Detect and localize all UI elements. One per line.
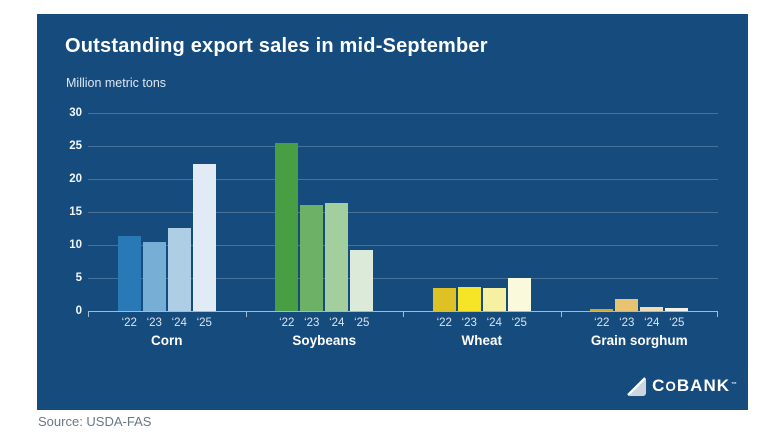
year-label: ‘23 [461, 317, 477, 329]
x-axis-tick [88, 312, 89, 317]
chart-title: Outstanding export sales in mid-Septembe… [65, 35, 488, 57]
y-tick-label: 5 [75, 272, 82, 284]
x-group-labels: ‘22 ‘23 ‘24 ‘25 Wheat [403, 317, 561, 348]
bar-grain-sorghum-25 [665, 308, 689, 311]
year-label: ‘23 [619, 317, 635, 329]
bar-group-grain-sorghum [561, 113, 719, 311]
gridline [88, 278, 718, 279]
x-group-labels: ‘22 ‘23 ‘24 ‘25 Soybeans [246, 317, 404, 348]
year-label: ‘22 [594, 317, 610, 329]
bar-grain-sorghum-22 [590, 309, 614, 311]
year-label: ‘24 [644, 317, 660, 329]
bars [590, 299, 689, 311]
cobank-logo-icon [626, 376, 647, 397]
y-axis: 0 5 10 15 20 25 30 [37, 107, 82, 317]
gridline [88, 212, 718, 213]
x-axis-labels: ‘22 ‘23 ‘24 ‘25 Corn ‘22 ‘23 ‘24 ‘25 Soybeans ‘22 ‘… [88, 317, 718, 348]
y-tick-label: 10 [69, 239, 82, 251]
year-label: ‘22 [436, 317, 452, 329]
gridline [88, 179, 718, 180]
y-tick-label: 15 [69, 206, 82, 218]
group-name-label: Soybeans [292, 333, 357, 348]
group-name-label: Corn [151, 333, 183, 348]
group-name-label: Wheat [461, 333, 503, 348]
bar-group-soybeans [246, 113, 404, 311]
bar-grain-sorghum-24 [640, 307, 664, 311]
bar-soybeans-22 [275, 143, 299, 311]
y-tick-label: 25 [69, 140, 82, 152]
x-axis-tick [403, 312, 404, 317]
bar-corn-22 [117, 236, 141, 311]
x-axis-tick [561, 312, 562, 317]
bar-group-corn [88, 113, 246, 311]
year-labels: ‘22 ‘23 ‘24 ‘25 [433, 317, 531, 329]
bar-wheat-22 [432, 288, 456, 311]
year-label: ‘25 [354, 317, 370, 329]
cobank-wordmark: C O BANK ™ [652, 376, 738, 395]
bar-soybeans-25 [350, 250, 374, 311]
gridline [88, 113, 718, 114]
year-label: ‘25 [511, 317, 527, 329]
bar-grain-sorghum-23 [615, 299, 639, 311]
y-axis-unit-label: Million metric tons [66, 76, 167, 90]
bar-corn-25 [192, 164, 216, 311]
gridline [88, 245, 718, 246]
year-label: ‘25 [669, 317, 685, 329]
bar-corn-24 [167, 228, 191, 311]
y-tick-label: 30 [69, 107, 82, 119]
y-tick-label: 20 [69, 173, 82, 185]
bar-wheat-25 [507, 278, 531, 311]
bar-wheat-24 [482, 288, 506, 311]
bar-soybeans-23 [300, 205, 324, 311]
x-axis-tick [717, 312, 718, 317]
year-label: ‘23 [304, 317, 320, 329]
year-label: ‘22 [121, 317, 137, 329]
year-label: ‘24 [486, 317, 502, 329]
trademark-symbol: ™ [731, 382, 738, 388]
year-label: ‘24 [171, 317, 187, 329]
year-labels: ‘22 ‘23 ‘24 ‘25 [275, 317, 373, 329]
cobank-logo: C O BANK ™ [626, 375, 738, 397]
y-tick-label: 0 [75, 305, 82, 317]
bars [275, 143, 374, 311]
bars [117, 164, 216, 311]
year-labels: ‘22 ‘23 ‘24 ‘25 [590, 317, 688, 329]
gridline [88, 146, 718, 147]
year-label: ‘25 [196, 317, 212, 329]
group-name-label: Grain sorghum [590, 333, 688, 348]
bar-corn-23 [142, 242, 166, 311]
year-labels: ‘22 ‘23 ‘24 ‘25 [118, 317, 216, 329]
bar-groups [88, 113, 718, 311]
plot-area: ‘22 ‘23 ‘24 ‘25 Corn ‘22 ‘23 ‘24 ‘25 Soybeans ‘22 ‘… [88, 113, 718, 348]
chart-card: Outstanding export sales in mid-Septembe… [37, 14, 748, 410]
bar-group-wheat [403, 113, 561, 311]
year-label: ‘22 [279, 317, 295, 329]
x-group-labels: ‘22 ‘23 ‘24 ‘25 Grain sorghum [561, 317, 719, 348]
x-axis-tick [246, 312, 247, 317]
year-label: ‘24 [329, 317, 345, 329]
bar-wheat-23 [457, 287, 481, 311]
x-group-labels: ‘22 ‘23 ‘24 ‘25 Corn [88, 317, 246, 348]
source-caption: Source: USDA-FAS [38, 414, 152, 429]
bars [432, 278, 531, 311]
bar-soybeans-24 [325, 203, 349, 311]
year-label: ‘23 [146, 317, 162, 329]
